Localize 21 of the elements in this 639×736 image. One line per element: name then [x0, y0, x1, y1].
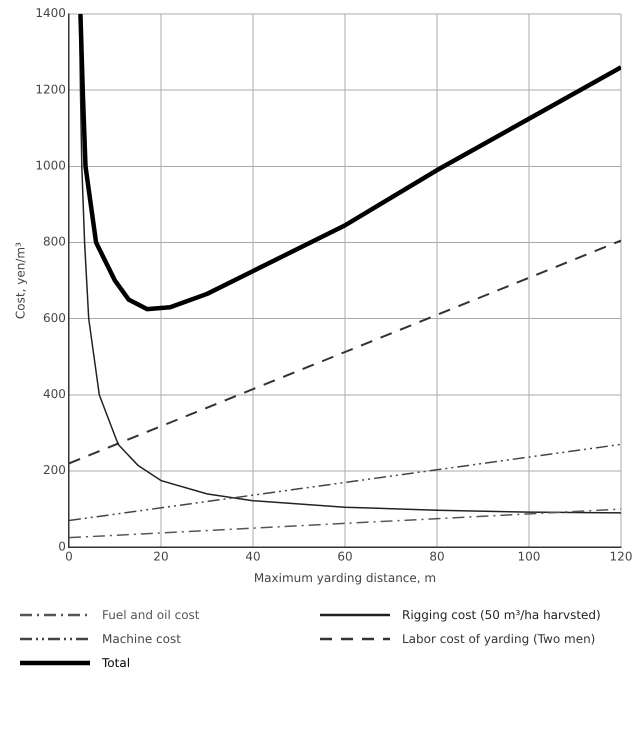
y-tick-label: 200 [43, 463, 66, 478]
x-tick-label: 120 [610, 550, 632, 564]
text: Machine cost [102, 632, 181, 646]
y-tick-label: 0 [58, 539, 66, 554]
y-tick-label: 1200 [35, 82, 66, 96]
x-tick-label: 40 [245, 550, 261, 564]
text: Labor cost of yarding (Two men) [402, 632, 596, 646]
y-tick-label: 1000 [35, 158, 66, 172]
y-tick-label: 1400 [35, 6, 66, 20]
x-tick-label: 20 [153, 550, 169, 564]
text: Rigging cost (50 m³/ha harvsted) [402, 608, 601, 622]
y-axis-title: Cost, yen/m³ [13, 242, 28, 320]
text: Total [102, 656, 130, 670]
x-axis-title: Maximum yarding distance, m [254, 570, 436, 585]
y-tick-label: 600 [43, 310, 66, 325]
x-tick-label: 100 [518, 550, 540, 564]
text: Fuel and oil cost [102, 608, 200, 622]
y-tick-label: 400 [43, 386, 66, 401]
x-tick-label: 60 [337, 550, 353, 564]
y-tick-label: 800 [43, 234, 66, 249]
x-tick-label: 80 [429, 550, 445, 564]
